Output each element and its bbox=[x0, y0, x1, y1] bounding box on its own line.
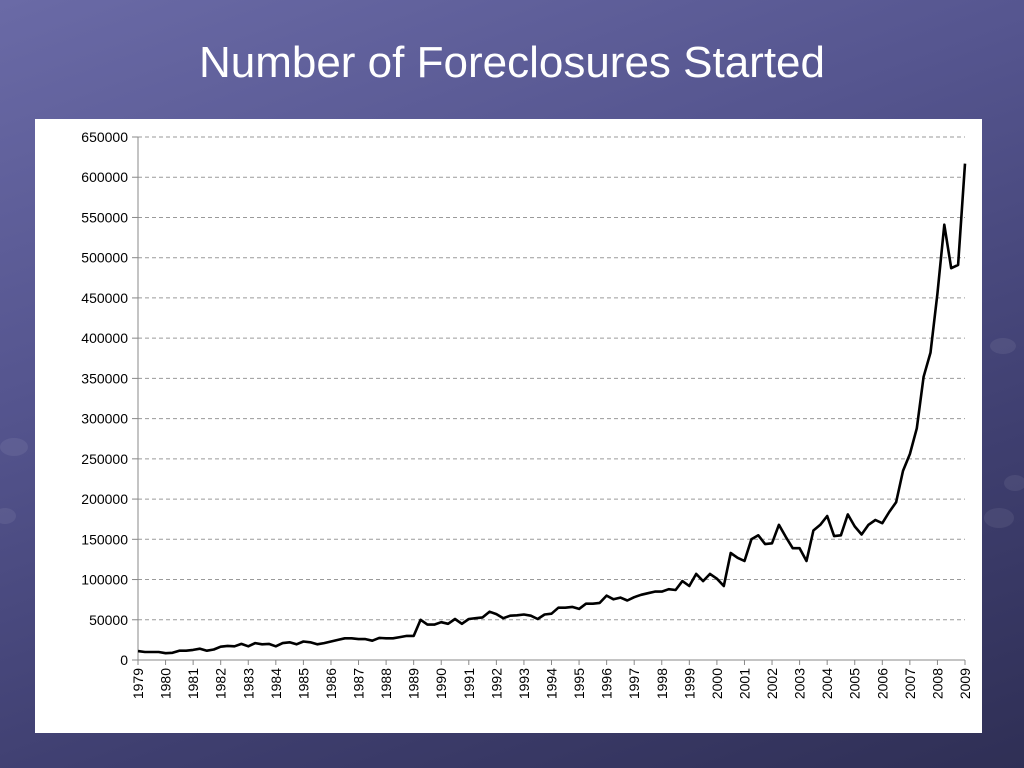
x-tick-label: 2000 bbox=[709, 668, 725, 699]
chart-panel: 0 50000 100000 150000 200000 250000 300000 3500… bbox=[35, 119, 982, 733]
y-tick-label: 50000 bbox=[89, 612, 128, 628]
decor-bubble bbox=[1004, 475, 1024, 491]
x-tick-label: 1994 bbox=[544, 668, 560, 699]
x-tick-label: 1991 bbox=[461, 668, 477, 699]
y-tick-label: 100000 bbox=[81, 572, 128, 588]
decor-bubble bbox=[0, 438, 28, 456]
decor-bubble bbox=[0, 508, 16, 524]
line-chart: 0 50000 100000 150000 200000 250000 300000 3500… bbox=[81, 129, 973, 699]
y-tick-label: 450000 bbox=[81, 290, 128, 306]
x-tick-label: 1983 bbox=[240, 668, 256, 699]
x-tick-label: 1979 bbox=[130, 668, 146, 699]
y-tick-label: 400000 bbox=[81, 330, 128, 346]
x-tick-label: 2001 bbox=[736, 668, 752, 699]
x-tick-label: 2007 bbox=[902, 668, 918, 699]
x-tick-label: 1997 bbox=[626, 668, 642, 699]
x-tick-label: 1982 bbox=[213, 668, 229, 699]
series-line bbox=[137, 163, 967, 655]
x-tick-label: 1996 bbox=[599, 668, 615, 699]
x-tick-label: 1985 bbox=[295, 668, 311, 699]
x-tick-label: 1990 bbox=[433, 668, 449, 699]
x-tick-label: 2009 bbox=[957, 668, 973, 699]
x-tick-label: 2003 bbox=[792, 668, 808, 699]
y-tick-label: 300000 bbox=[81, 411, 128, 427]
x-tick-label: 1998 bbox=[654, 668, 670, 699]
x-tick-label: 2005 bbox=[847, 668, 863, 699]
x-tick-label: 1995 bbox=[571, 668, 587, 699]
x-tick-label: 2006 bbox=[874, 668, 890, 699]
x-tick-label: 2004 bbox=[819, 668, 835, 699]
y-tick-label: 0 bbox=[120, 652, 128, 668]
y-tick-label: 550000 bbox=[81, 209, 128, 225]
y-tick-label: 150000 bbox=[81, 531, 128, 547]
x-tick-label: 2002 bbox=[764, 668, 780, 699]
y-tick-label: 600000 bbox=[81, 169, 128, 185]
y-tick-label: 250000 bbox=[81, 451, 128, 467]
x-tick-label: 1999 bbox=[681, 668, 697, 699]
y-tick-label: 650000 bbox=[81, 129, 128, 145]
x-tick-label: 2008 bbox=[929, 668, 945, 699]
x-tick-label: 1992 bbox=[488, 668, 504, 699]
y-tick-label: 200000 bbox=[81, 491, 128, 507]
x-tick-label: 1987 bbox=[351, 668, 367, 699]
slide-title: Number of Foreclosures Started bbox=[198, 38, 826, 87]
decor-bubble bbox=[984, 508, 1014, 528]
decor-bubble bbox=[990, 338, 1016, 354]
y-tick-label: 500000 bbox=[81, 250, 128, 266]
y-tick-label: 350000 bbox=[81, 370, 128, 386]
x-tick-label: 1993 bbox=[516, 668, 532, 699]
x-tick-label: 1988 bbox=[378, 668, 394, 699]
x-tick-label: 1980 bbox=[158, 668, 174, 699]
x-tick-label: 1986 bbox=[323, 668, 339, 699]
x-tick-label: 1981 bbox=[185, 668, 201, 699]
x-tick-label: 1984 bbox=[268, 668, 284, 699]
x-tick-label: 1989 bbox=[406, 668, 422, 699]
